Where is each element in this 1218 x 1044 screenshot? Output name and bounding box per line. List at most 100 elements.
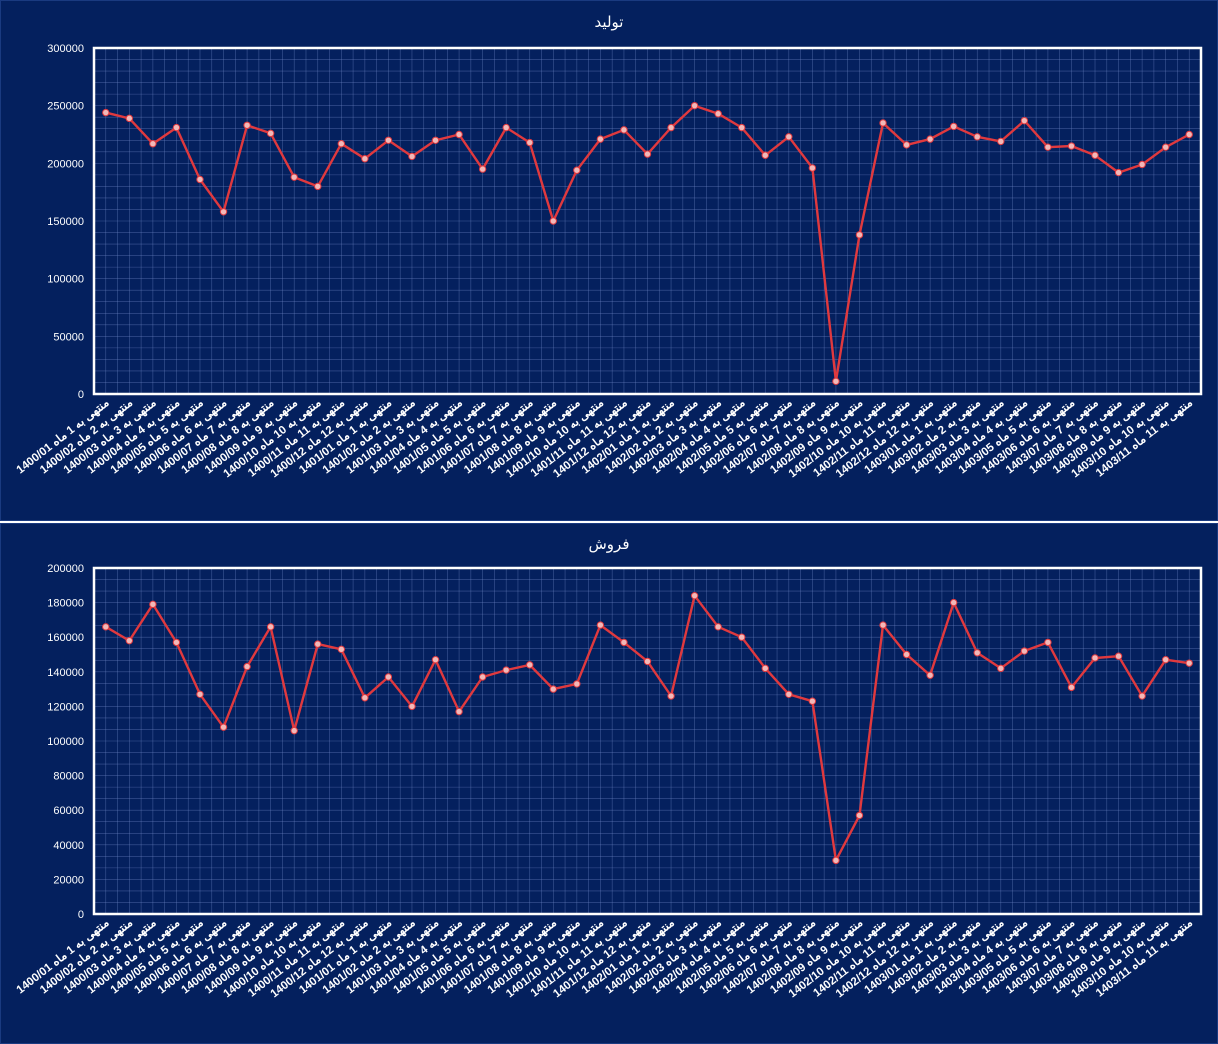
y-axis-ticks: 0 20000 40000 60000 80000 100000 120000 140000 1… [47, 563, 84, 921]
data-point [949, 122, 958, 131]
data-point [526, 138, 534, 147]
data-point [102, 108, 110, 117]
data-point [1091, 654, 1099, 662]
data-point [949, 598, 958, 607]
y-tick-label: 140000 [47, 667, 84, 679]
data-point [431, 136, 440, 144]
data-point [266, 623, 275, 631]
data-point [643, 150, 652, 158]
y-tick-label: 80000 [53, 771, 84, 783]
data-point [902, 650, 911, 659]
y-axis-ticks: 0 50000 100000 150000 200000 250000 300000 [47, 43, 84, 401]
y-tick-label: 40000 [53, 840, 84, 852]
data-point [1161, 655, 1170, 664]
data-point [384, 673, 393, 681]
data-point [1044, 638, 1052, 647]
chart-series [102, 101, 1193, 386]
data-point [1138, 160, 1146, 169]
data-point [219, 208, 228, 216]
data-point [243, 121, 251, 129]
data-point [785, 690, 793, 698]
data-point [1067, 142, 1076, 150]
y-tick-label: 200000 [47, 158, 84, 170]
data-point [596, 621, 605, 629]
data-point [1185, 130, 1193, 139]
chart-grid [94, 568, 1201, 914]
data-point [879, 119, 887, 127]
y-tick-label: 20000 [53, 874, 84, 886]
data-point [761, 151, 769, 159]
data-point [478, 673, 487, 681]
data-point [337, 645, 346, 654]
sales-chart-panel: فروش 0 20000 40000 60000 80000 100000 120000 14… [0, 523, 1218, 1044]
data-point [172, 123, 181, 132]
data-point [596, 135, 605, 143]
data-point [667, 692, 675, 700]
data-point [573, 166, 581, 174]
data-point [690, 101, 699, 110]
data-point [384, 136, 393, 144]
data-point [808, 164, 817, 172]
data-point [314, 182, 322, 191]
data-point [855, 231, 864, 239]
y-tick-label: 120000 [47, 701, 84, 713]
production-chart: تولید 0 50000 100000 150000 200000 250000 3000… [14, 13, 1203, 481]
chart-series [102, 591, 1193, 865]
data-point [973, 649, 981, 657]
data-point [337, 140, 346, 148]
data-point [1020, 116, 1029, 125]
data-point [149, 140, 157, 148]
data-point [1185, 659, 1193, 667]
y-tick-label: 0 [78, 389, 84, 401]
data-point [219, 723, 228, 731]
data-point [549, 217, 557, 225]
data-point [738, 123, 746, 132]
data-point [196, 690, 204, 698]
data-point [431, 655, 440, 664]
plot-area-frame [92, 566, 1203, 916]
data-point [172, 638, 181, 647]
data-point [361, 155, 369, 163]
production-chart-panel: تولید 0 50000 100000 150000 200000 250000 3000… [0, 0, 1218, 521]
data-point [266, 129, 275, 138]
data-point [643, 657, 652, 666]
data-point [408, 702, 416, 711]
data-point [690, 591, 699, 600]
data-point [785, 133, 793, 141]
data-point [1020, 647, 1029, 655]
data-point [926, 671, 934, 679]
data-point [714, 623, 722, 631]
sales-chart: فروش 0 20000 40000 60000 80000 100000 120000 14… [14, 535, 1203, 1001]
data-point [738, 633, 746, 641]
plot-area-frame [92, 46, 1203, 396]
data-point [1091, 151, 1099, 159]
y-tick-label: 50000 [53, 331, 84, 343]
data-point [549, 685, 557, 693]
data-point [620, 638, 628, 647]
y-tick-label: 180000 [47, 598, 84, 610]
y-tick-label: 300000 [47, 43, 84, 55]
data-point [997, 664, 1005, 673]
data-point [879, 621, 887, 629]
data-point [620, 126, 628, 134]
data-point [243, 662, 251, 671]
y-tick-label: 100000 [47, 274, 84, 286]
data-point [455, 707, 463, 716]
data-point [125, 114, 134, 123]
data-point [973, 133, 981, 141]
data-point [667, 123, 675, 132]
data-point [1044, 143, 1052, 151]
data-point [478, 165, 487, 173]
data-point [125, 636, 134, 645]
data-point [1114, 652, 1123, 660]
y-tick-label: 200000 [47, 563, 84, 575]
data-point [1161, 143, 1170, 151]
data-point [290, 173, 298, 181]
data-point [1138, 692, 1146, 700]
data-point [149, 600, 157, 609]
data-point [408, 152, 416, 161]
data-point [997, 137, 1005, 146]
data-point [502, 666, 510, 674]
